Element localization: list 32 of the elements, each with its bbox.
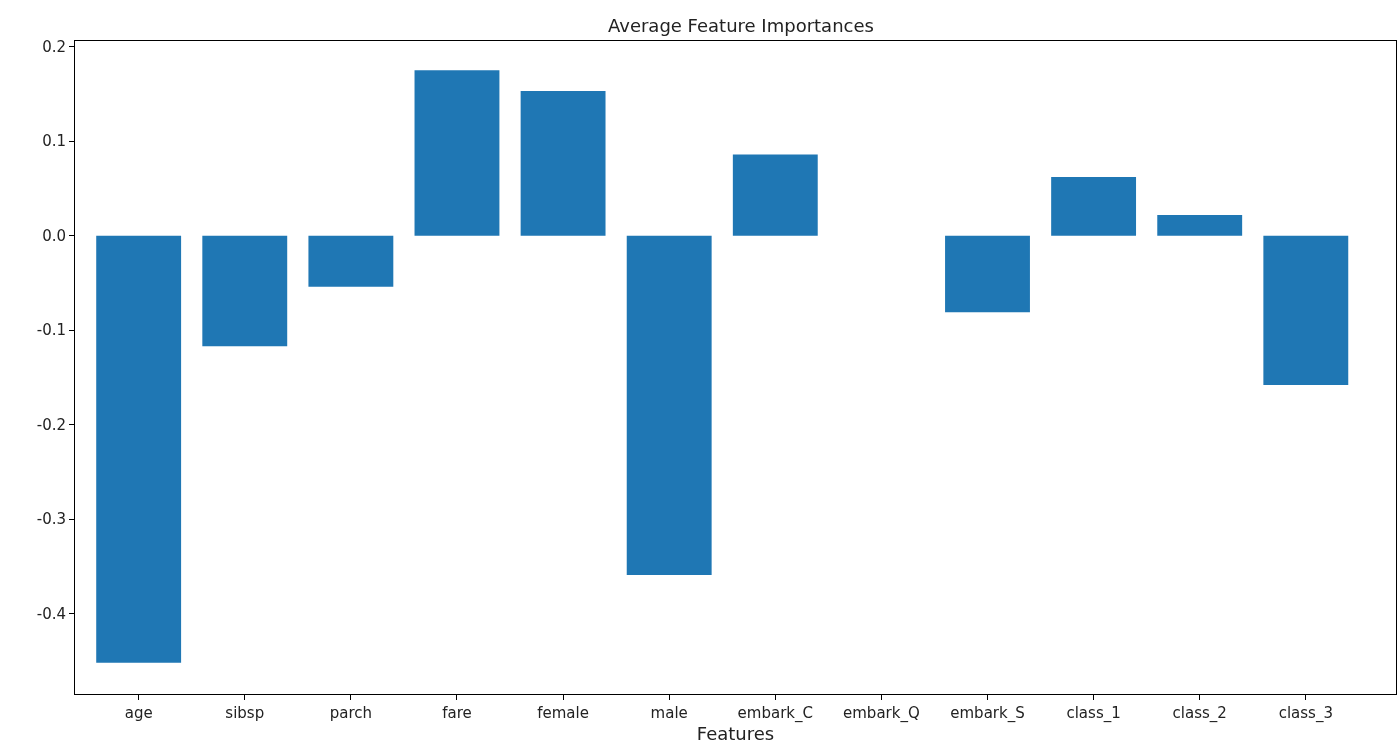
x-tick-label: age <box>124 704 153 722</box>
y-tick-label: 0.1 <box>42 132 66 151</box>
chart-title: Average Feature Importances <box>607 14 874 36</box>
y-tick-label: 0.2 <box>42 37 66 56</box>
bar <box>202 235 288 347</box>
x-tick-label: class_1 <box>1066 704 1121 723</box>
bar <box>732 154 818 236</box>
x-tick-label: male <box>650 704 688 722</box>
bar <box>626 235 712 575</box>
y-tick-label: -0.4 <box>36 604 66 623</box>
x-tick-label: class_2 <box>1172 704 1227 723</box>
x-tick-label: embark_S <box>950 704 1025 723</box>
y-tick-label: -0.3 <box>36 510 66 529</box>
bar <box>945 235 1030 313</box>
bar <box>308 235 394 287</box>
x-tick-label: parch <box>329 704 373 722</box>
bar <box>1157 214 1243 236</box>
x-tick-label: sibsp <box>225 704 265 722</box>
x-tick-label: female <box>537 704 589 722</box>
x-tick-label: embark_C <box>737 704 813 723</box>
bar <box>96 235 182 663</box>
y-tick-label: -0.1 <box>36 321 66 340</box>
bar <box>414 70 500 236</box>
bar <box>1263 235 1349 385</box>
bar <box>1051 177 1137 236</box>
x-axis-title: Features <box>696 723 775 744</box>
x-tick-label: embark_Q <box>843 704 920 723</box>
y-tick-label: 0.0 <box>42 226 66 245</box>
y-tick-label: -0.2 <box>36 415 66 434</box>
x-tick-label: class_3 <box>1278 704 1333 723</box>
bar <box>520 91 606 236</box>
x-tick-label: fare <box>442 704 472 722</box>
